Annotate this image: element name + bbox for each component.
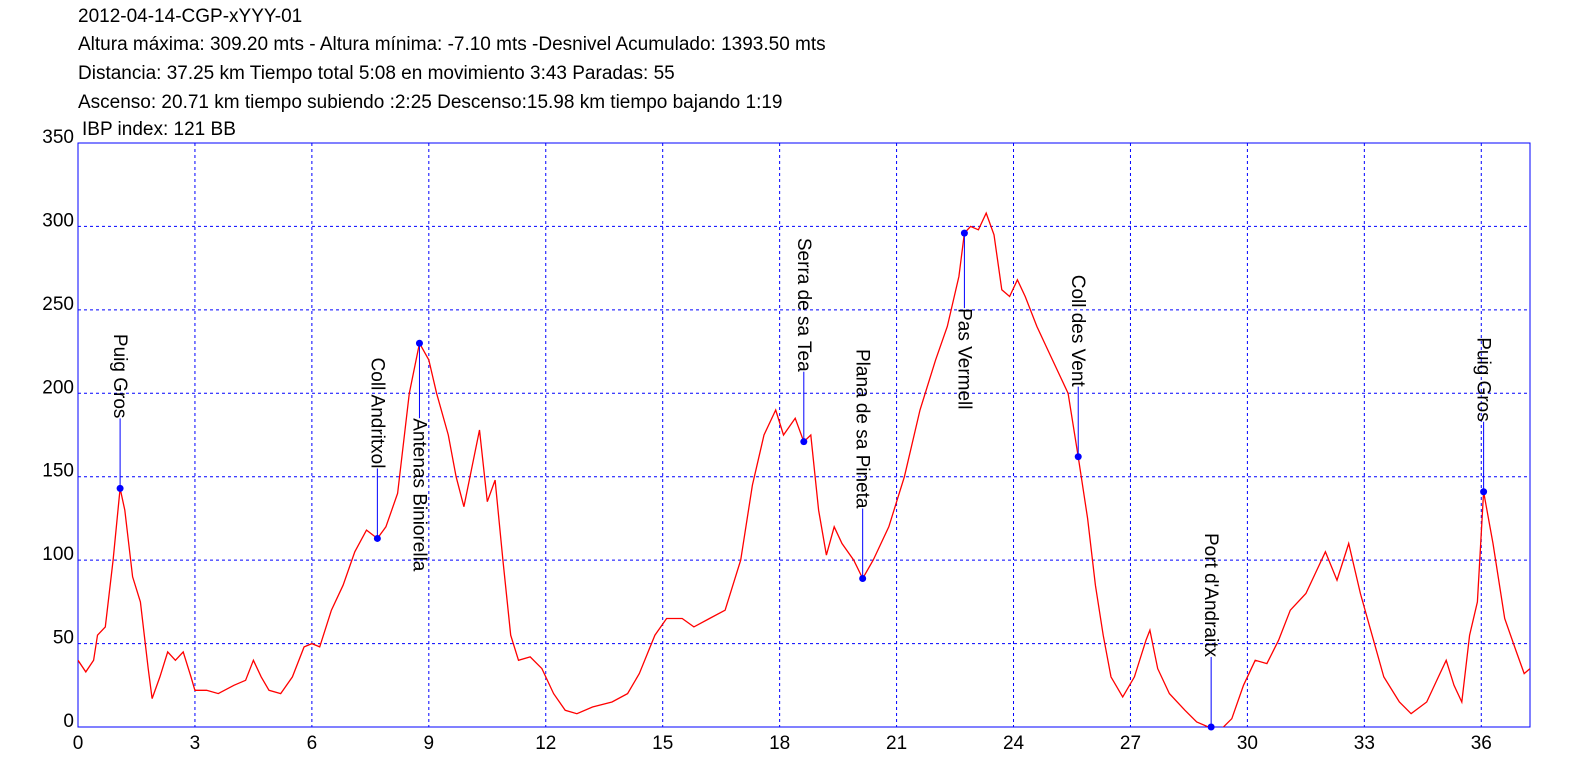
x-tick-label: 24 [1003,733,1025,754]
x-tick-label: 30 [1237,733,1258,754]
waypoint-marker [116,484,124,492]
waypoint-marker [1074,453,1082,461]
waypoint-label: Coll Andritxol [366,358,387,469]
x-tick-label: 21 [886,733,907,754]
x-tick-label: 6 [307,733,318,754]
waypoint-label: Puig Gros [109,334,130,418]
title-line: Ascenso: 20.71 km tiempo subiendo :2:25 … [78,92,783,113]
x-tick-label: 27 [1120,733,1141,754]
x-tick-label: 9 [424,733,435,754]
waypoint-marker [859,574,867,582]
waypoint-label: Serra de sa Tea [793,238,814,372]
y-tick-label: 350 [42,127,74,148]
x-tick-label: 36 [1471,733,1492,754]
y-tick-label: 100 [42,544,74,565]
waypoint-marker [415,339,423,347]
y-tick-label: 250 [42,294,74,315]
waypoint-label: Plana de sa Pineta [852,349,873,509]
x-tick-label: 18 [769,733,790,754]
y-tick-label: 50 [53,628,74,649]
waypoint-marker [960,229,968,237]
waypoint-label: Port d'Andraitx [1200,533,1221,658]
waypoint-marker [1480,488,1488,496]
x-tick-label: 15 [652,733,673,754]
y-tick-label: 200 [42,377,74,398]
waypoint-marker [1207,723,1215,731]
plot-border [77,142,1531,728]
waypoint-label: Coll des Vent [1067,275,1088,388]
x-tick-label: 0 [73,733,84,754]
x-tick-label: 3 [190,733,201,754]
waypoint-label: Antenas Biniorella [408,418,429,572]
y-tick-label: 150 [42,461,74,482]
y-tick-label: 300 [42,210,74,231]
waypoint-marker [373,534,381,542]
title-line: IBP index: 121 BB [82,119,236,140]
y-tick-label: 0 [63,711,74,732]
title-line: Distancia: 37.25 km Tiempo total 5:08 en… [78,63,675,84]
title-line: 2012-04-14-CGP-xYYY-01 [78,6,302,27]
waypoint-label: Pas Vermell [953,308,974,409]
waypoint-label: Puig Gros [1473,337,1494,421]
title-line: Altura máxima: 309.20 mts - Altura mínim… [78,34,826,55]
x-tick-label: 12 [535,733,556,754]
waypoint-marker [800,438,808,446]
x-tick-label: 33 [1354,733,1375,754]
